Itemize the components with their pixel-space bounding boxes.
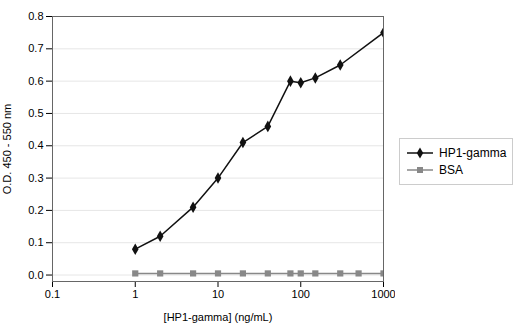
svg-text:0.0: 0.0 [28, 269, 43, 281]
svg-text:1: 1 [132, 288, 138, 300]
svg-text:0.1: 0.1 [45, 288, 60, 300]
svg-text:0.1: 0.1 [28, 236, 43, 248]
svg-text:[HP1-gamma] (ng/mL): [HP1-gamma] (ng/mL) [164, 311, 273, 323]
svg-text:0.6: 0.6 [28, 75, 43, 87]
svg-text:100: 100 [292, 288, 310, 300]
svg-text:0.8: 0.8 [28, 10, 43, 22]
svg-text:0.4: 0.4 [28, 139, 43, 151]
svg-text:10: 10 [212, 288, 224, 300]
svg-text:0.2: 0.2 [28, 204, 43, 216]
html-text:HP1-gamma: HP1-gamma [439, 146, 507, 160]
svg-text:0.5: 0.5 [28, 107, 43, 119]
svg-text:0.3: 0.3 [28, 172, 43, 184]
svg-text:O.D. 450 - 550 nm: O.D. 450 - 550 nm [1, 104, 13, 195]
svg-text:0.7: 0.7 [28, 42, 43, 54]
svg-text:1000: 1000 [371, 288, 395, 300]
html-text:BSA: BSA [439, 163, 463, 177]
